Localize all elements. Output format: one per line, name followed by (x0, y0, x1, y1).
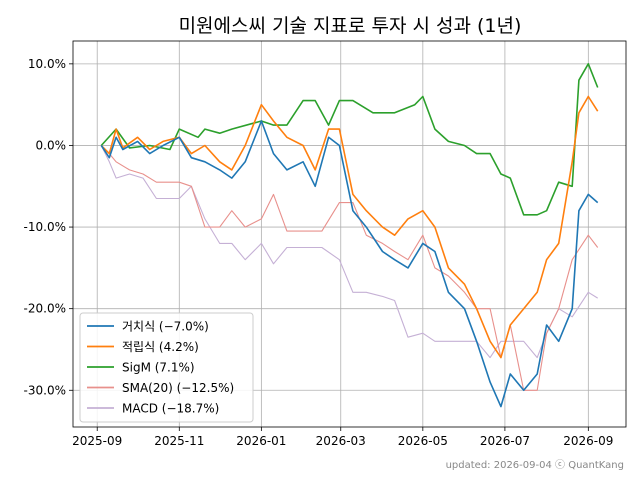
series-line-4 (100, 145, 598, 359)
grid (73, 41, 626, 427)
x-tick-label: 2026-05 (398, 434, 448, 448)
x-tick-label: 2026-09 (563, 434, 613, 448)
legend-label: SMA(20) (−12.5%) (122, 381, 234, 395)
y-tick-label: -30.0% (24, 383, 66, 397)
legend-box (79, 312, 254, 423)
legend-label: MACD (−18.7%) (122, 402, 219, 416)
x-tick-label: 2025-11 (154, 434, 204, 448)
legend: 거치식 (−7.0%) 적립식 (4.2%) SigM (7.1%) SMA(20) … (79, 312, 254, 423)
legend-label: 적립식 (4.2%) (122, 340, 199, 354)
y-tick-label: 10.0% (28, 57, 66, 71)
x-tick-label: 2026-01 (236, 434, 286, 448)
x-tick-label: 2026-07 (480, 434, 530, 448)
y-tick-label: 0.0% (36, 138, 67, 152)
y-tick-label: -20.0% (24, 302, 66, 316)
x-axis: 2025-09 2025-11 2026-01 2026-03 2026-05 2026-… (72, 427, 613, 448)
x-tick-label: 2025-09 (72, 434, 122, 448)
y-axis: 10.0% 0.0% -10.0% -20.0% -30.0% (24, 57, 73, 397)
legend-label: 거치식 (−7.0%) (122, 320, 209, 334)
footer-credit: updated: 2026-09-04 ⓒ QuantKang (446, 459, 624, 471)
series-layer (100, 62, 599, 408)
legend-label: SigM (7.1%) (122, 361, 195, 375)
chart-title: 미원에스씨 기술 지표로 투자 시 성과 (1년) (179, 15, 522, 37)
series-line-1 (100, 95, 599, 359)
y-tick-label: -10.0% (24, 220, 66, 234)
series-line-0 (100, 120, 599, 408)
series-line-2 (100, 62, 599, 216)
plot-frame (72, 40, 627, 428)
x-tick-label: 2026-03 (316, 434, 366, 448)
